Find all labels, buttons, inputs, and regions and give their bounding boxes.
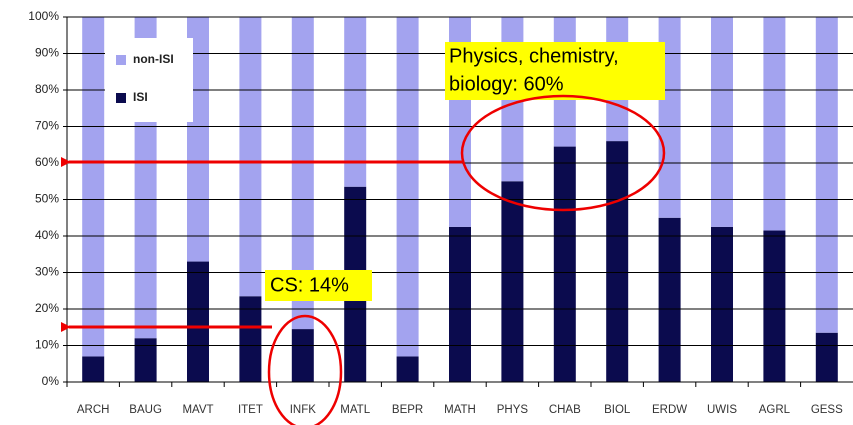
bar-segment xyxy=(82,17,105,357)
bar-segment xyxy=(82,356,105,382)
bar-segment xyxy=(344,17,367,187)
y-tick-label: 100% xyxy=(28,9,59,23)
x-tick-label: ERDW xyxy=(652,404,687,416)
x-tick-label: INFK xyxy=(290,404,317,416)
legend: non-ISI ISI xyxy=(105,38,193,122)
bar-segment xyxy=(763,230,786,382)
y-tick-label: 80% xyxy=(35,82,59,96)
bar-segment xyxy=(658,217,681,382)
x-tick-label: BEPR xyxy=(392,404,423,416)
highlight-ellipse xyxy=(267,314,343,425)
annotation-box xyxy=(265,270,372,301)
x-tick-label: AGRL xyxy=(759,404,791,416)
x-tick-label: ARCH xyxy=(77,404,110,416)
bar-segment xyxy=(187,261,209,382)
legend-swatch xyxy=(116,93,126,103)
legend-swatch xyxy=(116,55,126,65)
y-tick-label: 50% xyxy=(35,192,59,206)
x-tick-label: MATL xyxy=(340,404,370,416)
highlight-ellipse xyxy=(460,94,666,212)
y-tick-label: 90% xyxy=(35,46,59,60)
bar-segment xyxy=(711,226,733,382)
legend-box xyxy=(105,38,193,122)
bar-segment xyxy=(291,329,314,382)
bar-segment xyxy=(396,356,419,382)
y-tick-label: 30% xyxy=(35,265,59,279)
bar-segment xyxy=(134,338,157,382)
bar-segment xyxy=(396,17,419,357)
bar-segment xyxy=(501,181,524,382)
bar-segment xyxy=(763,17,786,231)
bar-segment xyxy=(291,17,314,330)
bar-segment xyxy=(239,17,262,297)
legend-label: non-ISI xyxy=(133,52,174,66)
y-tick-label: 40% xyxy=(35,228,59,242)
x-tick-label: UWIS xyxy=(707,404,737,416)
x-tick-label: BIOL xyxy=(604,404,631,416)
annotation: CS: 14% xyxy=(270,274,349,296)
bar-segment xyxy=(711,17,733,227)
bar-segment xyxy=(815,17,838,333)
y-tick-label: 0% xyxy=(42,374,60,388)
x-tick-label: CHAB xyxy=(549,404,581,416)
bar-segment xyxy=(553,146,576,382)
x-tick-label: MAVT xyxy=(182,404,213,416)
x-tick-label: MATH xyxy=(444,404,476,416)
x-tick-label: ITET xyxy=(238,404,263,416)
x-tick-label: PHYS xyxy=(497,404,529,416)
y-tick-label: 20% xyxy=(35,301,59,315)
y-tick-label: 10% xyxy=(35,338,59,352)
bar-segment xyxy=(606,141,629,382)
legend-label: ISI xyxy=(133,90,148,104)
x-tick-label: BAUG xyxy=(129,404,162,416)
y-tick-label: 70% xyxy=(35,119,59,133)
bar-segment xyxy=(815,332,838,382)
y-tick-label: 60% xyxy=(35,155,59,169)
x-tick-label: GESS xyxy=(811,404,843,416)
bar-segment xyxy=(449,226,471,382)
annotation: Physics, chemistry, xyxy=(449,45,619,67)
annotation-box xyxy=(445,42,665,100)
annotation: biology: 60% xyxy=(449,73,564,95)
bar-segment xyxy=(239,296,262,382)
